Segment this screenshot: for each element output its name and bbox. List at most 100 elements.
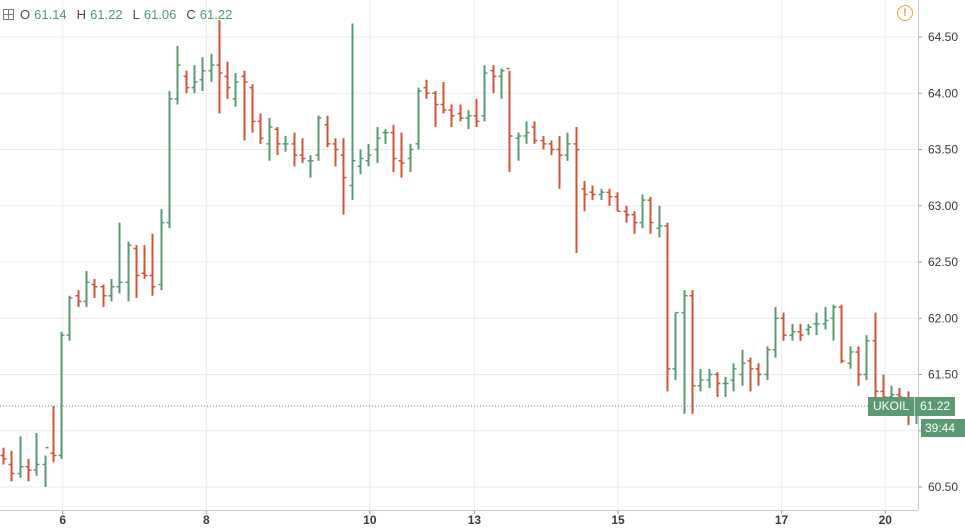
ohlc-bar — [216, 20, 223, 114]
ohlc-bar — [191, 65, 198, 94]
ohlc-bar — [208, 53, 215, 82]
ohlc-bar — [0, 447, 7, 465]
ohlc-bar — [398, 132, 405, 178]
ohlc-bar — [780, 312, 787, 341]
ohlc-bar — [838, 304, 845, 364]
ohlc-bar — [540, 136, 547, 150]
ohlc-bar — [457, 104, 464, 122]
ohlc-bar — [25, 458, 32, 482]
ohlc-bar — [33, 433, 40, 476]
ohlc-bar — [755, 363, 762, 386]
ohlc-bar — [423, 79, 430, 99]
ohlc-bar — [830, 304, 837, 341]
ohlc-bar — [108, 278, 115, 302]
y-tick-label: 63.50 — [928, 143, 958, 157]
ohlc-bar — [589, 185, 596, 201]
ohlc-bar — [100, 284, 107, 307]
ohlc-bar — [83, 271, 90, 307]
ohlc-bar — [706, 368, 713, 388]
warning-icon[interactable]: ! — [897, 5, 913, 21]
x-tick-label: 17 — [775, 513, 789, 527]
y-tick-label: 62.00 — [928, 311, 958, 325]
ohlc-bar — [324, 115, 331, 148]
ohlc-bar — [340, 138, 347, 215]
ohlc-bars — [0, 20, 920, 487]
ohlc-bar — [183, 70, 190, 94]
ohlc-bar — [166, 91, 173, 229]
ohlc-bar — [739, 349, 746, 386]
y-tick-label: 62.50 — [928, 255, 958, 269]
ohlc-bar — [697, 368, 704, 392]
ohlc-bar — [224, 61, 231, 99]
ohlc-bar — [91, 278, 98, 298]
ohlc-bar — [797, 323, 804, 341]
open-label: O — [20, 7, 31, 22]
ohlc-bar — [149, 233, 156, 296]
y-tick-label: 60.50 — [928, 480, 958, 494]
close-value: 61.22 — [199, 7, 233, 22]
high-label: H — [76, 7, 87, 22]
ohlc-bar — [598, 188, 605, 201]
ohlc-bar — [58, 331, 65, 459]
symbol-label: UKOIL — [868, 397, 916, 416]
ohlc-bar — [315, 115, 322, 161]
ohlc-bar — [863, 335, 870, 381]
ohlc-bar — [564, 132, 571, 161]
last-price-badge: UKOIL 61.22 — [868, 397, 956, 416]
ohlc-bar — [415, 87, 422, 150]
ohlc-bar — [855, 346, 862, 386]
ohlc-bar — [75, 290, 82, 307]
ohlc-bar — [747, 357, 754, 392]
ohlc-bar — [531, 121, 538, 144]
ohlc-bar — [440, 82, 447, 114]
ohlc-bar — [274, 127, 281, 156]
ohlc-bar — [606, 188, 613, 206]
ohlc-bar — [158, 209, 165, 291]
open-value: 61.14 — [34, 7, 67, 22]
ohlc-bar — [573, 127, 580, 253]
ohlc-bar — [631, 211, 638, 234]
ohlc-bar — [672, 311, 679, 381]
bar-countdown: 39:44 — [921, 419, 965, 437]
y-tick-label: 64.00 — [928, 86, 958, 100]
ohlc-bar — [116, 222, 123, 294]
ohlc-bar — [141, 245, 148, 279]
plot-area[interactable] — [0, 0, 918, 510]
ohlc-bar — [614, 192, 621, 213]
ohlc-bar — [407, 143, 414, 172]
x-tick-label: 13 — [468, 513, 482, 527]
ohlc-bar — [42, 446, 49, 487]
ohlc-bar — [847, 346, 854, 369]
ohlc-bar — [772, 307, 779, 358]
ohlc-bar — [133, 245, 140, 298]
ohlc-bar — [282, 136, 289, 152]
x-tick-label: 10 — [363, 513, 377, 527]
ohlc-bar — [490, 65, 497, 94]
ohlc-bar — [681, 290, 688, 414]
y-tick-label: 64.50 — [928, 30, 958, 44]
ohlc-bar — [448, 104, 455, 127]
ohlc-bar — [714, 372, 721, 397]
ohlc-legend: O 61.14 H 61.22 L 61.06 C 61.22 — [3, 7, 238, 22]
ohlc-bar — [656, 205, 663, 238]
ohlc-bar — [50, 406, 57, 463]
high-value: 61.22 — [90, 7, 123, 22]
expand-icon[interactable] — [3, 9, 14, 20]
ohlc-bar — [374, 127, 381, 163]
ohlc-bar — [689, 290, 696, 414]
ohlc-bar — [8, 451, 15, 482]
x-tick-label: 20 — [879, 513, 893, 527]
ohlc-bar — [174, 46, 181, 105]
grid — [0, 0, 918, 510]
ohlc-bar — [813, 312, 820, 336]
ohlc-bar — [232, 73, 239, 107]
ohlc-bar — [498, 68, 505, 99]
ohlc-bar — [623, 205, 630, 223]
time-axis[interactable]: 6 8 10 13 15 17 20 — [0, 510, 918, 527]
ohlc-bar — [764, 346, 771, 381]
ohlc-bar — [639, 194, 646, 229]
x-tick-label: 6 — [59, 513, 66, 527]
low-label: L — [132, 7, 140, 22]
ohlc-bar — [241, 70, 248, 141]
